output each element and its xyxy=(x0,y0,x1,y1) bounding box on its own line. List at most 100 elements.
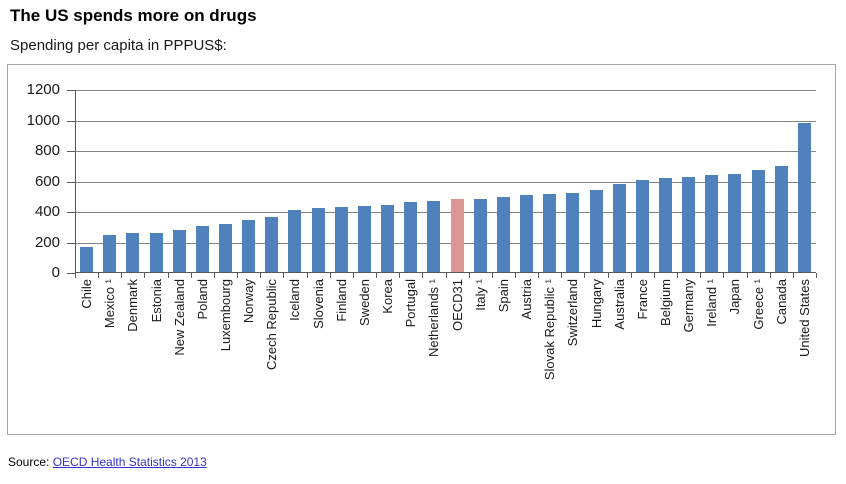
x-axis-tick-label: Slovenia xyxy=(310,279,326,329)
x-axis-tick-label: Hungary xyxy=(588,279,604,329)
bar-cell xyxy=(469,90,492,273)
bar-sweden xyxy=(357,206,371,273)
x-axis-tick-label: Germany xyxy=(681,279,697,333)
bar-estonia xyxy=(149,233,163,273)
x-axis-tick-label: Poland xyxy=(194,279,210,320)
x-label-cell: Portugal xyxy=(399,279,422,429)
y-tick xyxy=(67,90,75,91)
y-tick xyxy=(67,181,75,183)
x-tick xyxy=(121,273,123,278)
x-axis-tick-label: Denmark xyxy=(125,279,141,332)
x-axis-ticks xyxy=(75,273,817,279)
x-tick xyxy=(75,273,76,278)
bar-cell xyxy=(237,90,260,273)
x-label-cell: Italy ¹ xyxy=(469,279,492,429)
bar-cell xyxy=(770,90,793,273)
bar-hungary xyxy=(589,190,603,273)
x-label-cell: Australia xyxy=(608,279,631,429)
bar-luxembourg xyxy=(219,224,233,273)
bar-cell xyxy=(584,90,607,273)
bar-cell xyxy=(191,90,214,273)
x-tick xyxy=(677,273,679,278)
bar-spain xyxy=(496,197,510,273)
y-axis-tick-label: 1200 xyxy=(26,81,60,98)
bar-korea xyxy=(381,205,395,273)
x-axis-labels: Chile Mexico ¹ Denmark Estonia New Zealand Po… xyxy=(75,279,816,429)
bar-cell xyxy=(353,90,376,273)
bar-norway xyxy=(242,220,256,273)
y-axis-tick-label: 1000 xyxy=(26,111,60,129)
chart-frame: 0 200 400 600 800 1000 1200 Chile Mexico ¹ Denma… xyxy=(7,64,836,435)
x-axis-tick-label: Norway xyxy=(241,279,257,324)
x-label-cell: Slovak Republic ¹ xyxy=(538,279,561,429)
bar-cell xyxy=(515,90,538,273)
x-tick xyxy=(538,273,540,278)
bar-cell xyxy=(561,90,584,273)
bar-cell xyxy=(608,90,631,273)
gridline xyxy=(75,242,816,244)
bar-cell xyxy=(376,90,399,273)
x-label-cell: France xyxy=(631,279,654,429)
bar-portugal xyxy=(404,202,418,273)
bar-czech-republic xyxy=(265,217,279,273)
chart-title: The US spends more on drugs xyxy=(10,6,257,25)
bar-cell xyxy=(793,90,816,273)
x-tick xyxy=(213,273,215,278)
y-tick xyxy=(67,273,75,274)
x-axis-tick-label: Slovak Republic ¹ xyxy=(542,279,558,381)
x-tick xyxy=(260,273,262,278)
x-label-cell: Mexico ¹ xyxy=(98,279,121,429)
y-axis-tick-label: 200 xyxy=(34,233,60,251)
x-tick xyxy=(98,273,100,278)
y-axis-tick-label: 600 xyxy=(34,172,60,190)
x-axis-tick-label: Italy ¹ xyxy=(472,279,488,311)
source-link[interactable]: OECD Health Statistics 2013 xyxy=(52,455,207,469)
x-tick xyxy=(352,273,354,278)
bar-cell xyxy=(121,90,144,273)
x-tick xyxy=(746,273,748,278)
bar-japan xyxy=(728,174,742,273)
x-axis-tick-label: Belgium xyxy=(657,279,673,326)
gridline xyxy=(75,90,816,91)
bar-italy xyxy=(473,199,487,273)
x-label-cell: Japan xyxy=(723,279,746,429)
y-tick xyxy=(67,212,75,213)
y-axis-tick-label: 400 xyxy=(34,203,60,220)
bar-poland xyxy=(195,226,209,273)
gridline xyxy=(75,181,816,183)
bar-cell xyxy=(631,90,654,273)
bar-cell xyxy=(144,90,167,273)
x-label-cell: Germany xyxy=(677,279,700,429)
bar-chile xyxy=(80,247,94,273)
x-axis-tick-label: Austria xyxy=(519,279,535,320)
x-label-cell: Korea xyxy=(376,279,399,429)
x-label-cell: Belgium xyxy=(654,279,677,429)
bar-finland xyxy=(334,207,348,273)
x-axis-tick-label: Iceland xyxy=(287,279,303,321)
bar-mexico xyxy=(103,235,117,273)
x-axis-tick-label: Switzerland xyxy=(565,279,581,347)
bar-cell xyxy=(538,90,561,273)
x-label-cell: Chile xyxy=(75,279,98,429)
x-label-cell: OECD31 xyxy=(446,279,469,429)
bar-cell xyxy=(168,90,191,273)
x-tick xyxy=(376,273,378,278)
y-tick xyxy=(67,151,75,152)
x-label-cell: Estonia xyxy=(144,279,167,429)
x-tick xyxy=(630,273,632,278)
x-tick xyxy=(167,273,169,278)
bar-cell xyxy=(654,90,677,273)
x-tick xyxy=(653,273,655,278)
x-tick xyxy=(700,273,702,278)
y-axis-line xyxy=(75,90,76,273)
bar-iceland xyxy=(288,210,302,273)
x-label-cell: United States xyxy=(793,279,816,429)
bar-cell xyxy=(214,90,237,273)
x-tick xyxy=(491,273,493,278)
bar-slovenia xyxy=(311,208,325,273)
bar-belgium xyxy=(658,178,672,273)
x-label-cell: Canada xyxy=(770,279,793,429)
bar-cell xyxy=(307,90,330,273)
x-label-cell: Sweden xyxy=(353,279,376,429)
